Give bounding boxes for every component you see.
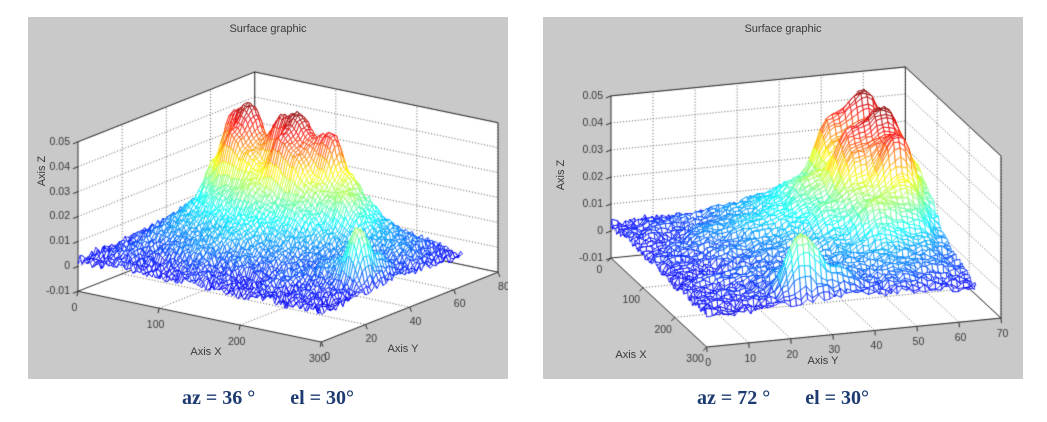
axis-x-label: Axis X	[615, 349, 647, 361]
axis-y-label: Axis Y	[807, 355, 839, 367]
plot-title: Surface graphic	[229, 23, 307, 35]
surface-panel-left: Surface graphic Axis X Axis Y Axis Z	[28, 17, 508, 379]
axis-x-label: Axis X	[190, 346, 222, 358]
axis-z-label: Axis Z	[36, 155, 48, 187]
elevation-value: el = 30°	[290, 387, 355, 409]
axis-z-label: Axis Z	[555, 159, 567, 191]
surface-canvas-right	[543, 17, 1023, 379]
plot-title: Surface graphic	[744, 23, 822, 35]
azimuth-value: az = 36 °	[181, 387, 256, 409]
elevation-value: el = 30°	[805, 387, 870, 409]
surface-canvas-left	[28, 17, 508, 379]
azimuth-value: az = 72 °	[696, 387, 771, 409]
view-caption-left: az = 36 ° el = 30°	[28, 387, 508, 410]
surface-panel-right: Surface graphic Axis X Axis Y Axis Z	[543, 17, 1023, 379]
axis-y-label: Axis Y	[387, 343, 419, 355]
view-caption-right: az = 72 ° el = 30°	[543, 387, 1023, 410]
